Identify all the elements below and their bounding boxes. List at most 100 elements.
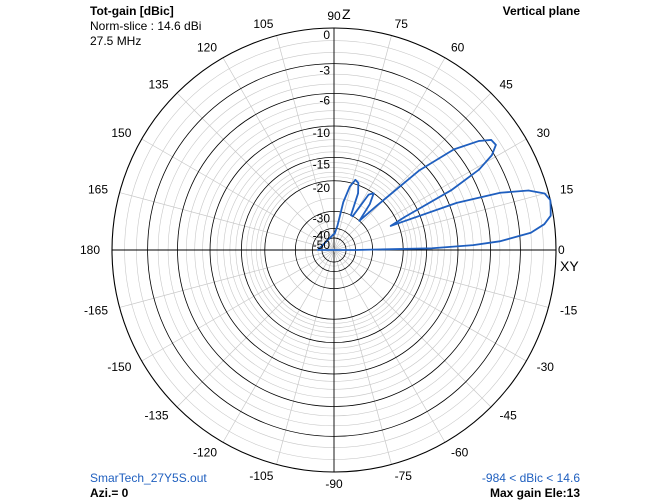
gain-pattern-point	[352, 215, 354, 217]
chart-title: Tot-gain [dBic]	[90, 4, 174, 18]
gain-pattern-point	[390, 225, 392, 227]
plane-label: Vertical plane	[502, 4, 580, 18]
radial-gridline	[276, 35, 335, 251]
gain-pattern-line	[316, 139, 552, 251]
radial-gridline	[333, 249, 446, 443]
major-grid-ring	[111, 27, 557, 473]
angle-tick-label: -90	[325, 477, 343, 491]
gain-pattern-point	[349, 186, 351, 188]
radial-tick-label: -50	[313, 238, 331, 252]
angle-tick-label: 105	[253, 17, 273, 31]
angle-tick-label: 120	[197, 40, 217, 54]
radial-gridline	[333, 249, 492, 408]
gain-pattern-point	[499, 240, 501, 242]
radial-gridline	[333, 249, 527, 362]
radial-tick-label: -20	[313, 181, 331, 195]
major-grid-ring	[209, 125, 459, 375]
gain-pattern-point	[530, 232, 532, 234]
major-grid-ring	[240, 156, 428, 344]
norm-slice-text: Norm-slice : 14.6 dBi	[90, 19, 202, 33]
gain-pattern-point	[350, 214, 352, 216]
radial-tick-label: -6	[319, 94, 330, 108]
gain-pattern-point	[358, 220, 360, 222]
major-grid-ring	[147, 63, 521, 437]
gain-pattern-point	[333, 233, 335, 235]
radial-tick-label: -30	[313, 211, 331, 225]
radial-gridline	[119, 192, 335, 251]
radial-gridline	[222, 57, 335, 251]
gain-pattern-point	[499, 192, 501, 194]
angle-tick-label: 150	[111, 126, 131, 140]
radial-gridline	[276, 249, 335, 465]
radial-gridline	[333, 249, 392, 465]
gain-pattern-point	[477, 140, 480, 142]
radial-gridline	[333, 92, 492, 251]
gain-pattern-point	[478, 168, 480, 171]
radial-tick-label: -15	[313, 157, 331, 171]
z-axis-label: Z	[342, 6, 351, 22]
gain-pattern-point	[369, 203, 371, 205]
angle-tick-label: 90	[327, 9, 341, 23]
angle-tick-label: -75	[395, 469, 413, 483]
radial-gridline	[141, 249, 335, 362]
gain-pattern-point	[472, 244, 474, 246]
gain-pattern-point	[450, 189, 452, 191]
radial-gridline	[333, 138, 527, 251]
gain-pattern-point	[527, 189, 530, 192]
radial-gridline	[141, 138, 335, 251]
gain-pattern-point	[491, 154, 493, 156]
radial-tick-label: 0	[323, 28, 330, 42]
angle-tick-label: 15	[560, 182, 574, 196]
gain-pattern-point	[490, 139, 492, 141]
angle-tick-label: 75	[395, 17, 409, 31]
angle-tick-label: -120	[193, 446, 217, 460]
gain-pattern-point	[354, 249, 357, 251]
gain-pattern-point	[335, 230, 337, 232]
major-grid-ring	[177, 93, 491, 407]
angle-tick-label: -45	[500, 409, 518, 423]
radial-gridline	[333, 35, 392, 251]
gain-pattern-point	[403, 216, 406, 218]
gain-pattern-point	[368, 194, 370, 196]
angle-tick-label: 45	[500, 78, 514, 92]
gain-pattern-point	[376, 205, 378, 207]
gain-pattern-point	[544, 192, 546, 195]
max-gain-text: Max gain Ele:13	[489, 486, 580, 500]
gain-pattern-point	[418, 169, 421, 171]
angle-tick-label: 165	[88, 182, 108, 196]
radial-gridline	[333, 57, 446, 251]
major-grid-ring	[264, 180, 404, 320]
azimuth-text: Azi.= 0	[90, 486, 129, 500]
frequency-text: 27.5 MHz	[90, 34, 142, 48]
gain-pattern-point	[373, 192, 375, 194]
angle-tick-label: 135	[148, 78, 168, 92]
angle-tick-label: 0	[558, 243, 565, 257]
angle-tick-label: 180	[80, 243, 100, 257]
angle-tick-label: -105	[249, 469, 273, 483]
gain-pattern-point	[336, 225, 338, 227]
angle-tick-label: -30	[537, 360, 555, 374]
angle-tick-label: -150	[107, 360, 131, 374]
radial-tick-label: -40	[313, 228, 331, 242]
radial-gridline	[176, 92, 335, 251]
gain-pattern-point	[543, 223, 545, 225]
gain-range-text: -984 < dBic < 14.6	[481, 471, 580, 485]
radial-tick-label: -3	[319, 64, 330, 78]
radial-gridline	[333, 249, 549, 308]
radial-gridline	[333, 192, 549, 251]
gain-pattern-point	[550, 215, 552, 217]
angle-tick-label: 30	[537, 126, 551, 140]
angle-tick-label: 60	[451, 40, 465, 54]
gain-pattern-point	[357, 182, 359, 184]
angle-tick-label: -60	[451, 446, 469, 460]
gain-pattern-point	[550, 207, 552, 209]
xy-axis-label: XY	[560, 258, 579, 274]
angle-tick-label: -135	[144, 409, 168, 423]
radial-gridline	[222, 249, 335, 443]
radial-gridline	[119, 249, 335, 308]
radial-gridline	[176, 249, 335, 408]
gain-pattern-point	[354, 179, 357, 181]
file-name: SmarTech_27Y5S.out	[90, 471, 207, 485]
